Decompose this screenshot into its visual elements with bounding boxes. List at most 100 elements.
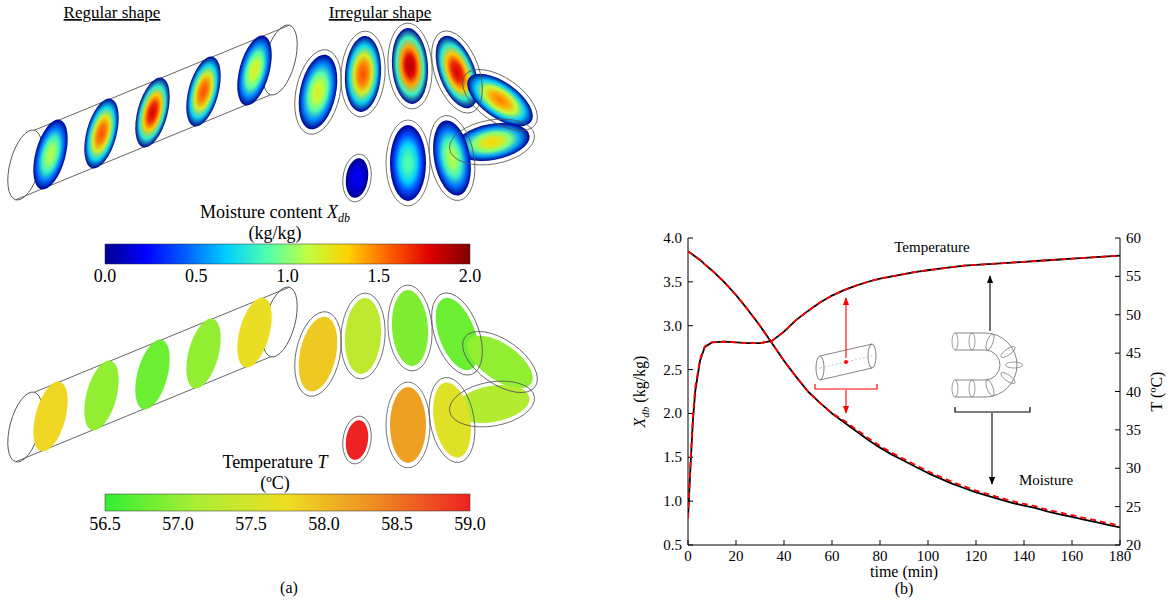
colorbar-tick-label: 57.0 xyxy=(162,514,194,534)
colorbar-tick-label: 1.5 xyxy=(368,266,391,286)
colorbar xyxy=(105,494,470,511)
x-tick-label: 120 xyxy=(965,548,988,564)
wireframe-ring xyxy=(422,24,493,120)
x-tick xyxy=(736,540,737,545)
y2-tick xyxy=(1115,314,1120,315)
wireframe-ring xyxy=(385,284,435,373)
wireframe-ring xyxy=(423,374,481,466)
wireframe-ring xyxy=(422,286,493,382)
inset-arrow xyxy=(845,390,846,413)
inset-elbow-ring xyxy=(999,345,1016,360)
inset-arrow xyxy=(991,413,992,484)
y-axis-title-unit: (kg/kg) xyxy=(631,356,649,407)
y-tick xyxy=(688,238,693,239)
x-tick-label: 20 xyxy=(729,548,744,564)
slice xyxy=(27,116,75,193)
inset-elbow-ring xyxy=(969,333,975,350)
x-tick-label: 60 xyxy=(825,548,840,564)
y-tick-label: 3.0 xyxy=(663,318,682,334)
wireframe-ring xyxy=(386,120,430,206)
wireframe-ring xyxy=(452,319,548,404)
annotation: Moisture xyxy=(1019,472,1074,488)
colorbar-tick-label: 2.0 xyxy=(459,266,482,286)
x-tick xyxy=(880,540,881,545)
colorbar-title-subscript: db xyxy=(338,211,350,225)
colorbar-tick-label: 1.0 xyxy=(276,266,299,286)
inset-elbow-ring xyxy=(952,380,958,397)
colorbar-tick-label: 57.5 xyxy=(235,514,267,534)
wireframe xyxy=(288,22,548,206)
y-tick-label: 1.0 xyxy=(663,493,682,509)
colorbar xyxy=(105,244,470,264)
y2-tick xyxy=(1115,391,1120,392)
slice xyxy=(129,74,177,151)
y2-tick-label: 55 xyxy=(1126,268,1141,284)
colorbar-temperature: Temperature T(ºC)56.557.057.558.058.559.… xyxy=(89,452,486,534)
y2-tick-label: 40 xyxy=(1126,384,1141,400)
slice xyxy=(428,117,477,198)
moisture-irregular xyxy=(292,27,541,201)
x-axis-title: time (min) xyxy=(870,563,938,581)
y2-tick-label: 35 xyxy=(1126,422,1141,438)
inset-elbow xyxy=(955,333,1017,397)
inset-elbow-ring xyxy=(984,379,995,397)
x-tick-label: 0 xyxy=(684,548,692,564)
y2-tick xyxy=(1115,506,1120,507)
figure: Regular shapeIrregular shapeMoisture con… xyxy=(0,0,1172,600)
colorbar-moisture: Moisture content Xdb(kg/kg)0.00.51.01.52… xyxy=(94,202,482,286)
slice xyxy=(180,315,228,392)
y-tick xyxy=(688,369,693,370)
colorbar-title: Temperature T xyxy=(222,452,329,472)
inset-elbow-ring xyxy=(984,333,995,351)
slice xyxy=(129,336,177,413)
y2-tick-label: 20 xyxy=(1126,537,1141,553)
x-axis xyxy=(688,545,1120,546)
slice xyxy=(231,294,279,371)
wireframe xyxy=(1,283,304,465)
y-axis-title-subscript: db xyxy=(639,406,651,418)
inset-elbow-ring xyxy=(999,371,1016,386)
wireframe-ring xyxy=(288,45,349,138)
series-line xyxy=(688,256,1120,518)
inset-elbow-ring xyxy=(952,333,958,350)
inset-elbow xyxy=(955,350,1000,380)
slice xyxy=(428,379,477,460)
inset-cylinder xyxy=(820,368,872,380)
y-axis-title: Xdb (kg/kg) xyxy=(631,356,651,429)
colorbar-unit: (ºC) xyxy=(260,473,290,494)
y-tick-label: 3.5 xyxy=(663,274,682,290)
x-tick xyxy=(784,540,785,545)
inset-bracket xyxy=(815,384,877,389)
slice xyxy=(78,95,126,172)
y-tick-label: 0.5 xyxy=(663,537,682,553)
wireframe-ring xyxy=(452,57,548,142)
series-line xyxy=(688,256,1120,518)
colorbar-tick-label: 58.0 xyxy=(308,514,340,534)
colorbar-tick-label: 56.5 xyxy=(89,514,121,534)
inset-elbow-ring xyxy=(969,380,975,397)
wireframe-ring xyxy=(386,382,430,468)
x-tick xyxy=(928,540,929,545)
y-tick xyxy=(688,325,693,326)
y-tick-label: 2.5 xyxy=(663,362,682,378)
colorbar-tick-label: 59.0 xyxy=(454,514,486,534)
x-tick-label: 40 xyxy=(777,548,792,564)
x-tick xyxy=(1072,540,1073,545)
y-tick-label: 2.0 xyxy=(663,405,682,421)
y-tick-label: 4.0 xyxy=(663,230,682,246)
wireframe-ring xyxy=(338,292,388,381)
slice xyxy=(389,27,430,105)
heading: Regular shape xyxy=(64,3,161,22)
wireframe xyxy=(1,21,304,203)
colorbar-tick-label: 0.5 xyxy=(185,266,208,286)
slice xyxy=(78,357,126,434)
y2-tick xyxy=(1115,238,1120,239)
slice xyxy=(180,53,228,130)
wireframe-ring xyxy=(446,113,538,171)
y2-axis-title: T (ºC) xyxy=(1148,372,1166,412)
x-tick xyxy=(688,540,689,545)
x-tick xyxy=(1120,540,1121,545)
colorbar-title-name: Moisture content xyxy=(200,202,327,222)
panel-b: 0204060801001201401601800.51.01.52.02.53… xyxy=(631,230,1166,598)
colorbar-title-name: Temperature xyxy=(222,452,317,472)
